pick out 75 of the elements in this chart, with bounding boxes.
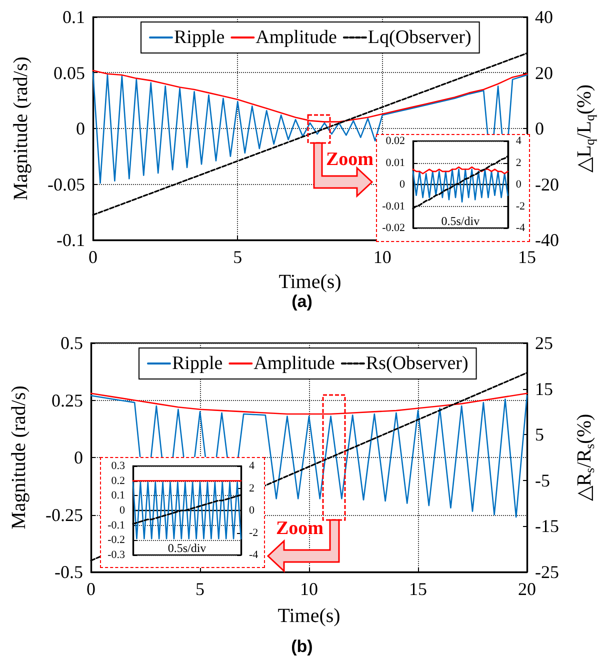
y-tick-label: -0.25: [46, 504, 83, 525]
y2-tick-label: -15: [535, 516, 559, 536]
y2-tick-label: -5: [535, 470, 550, 490]
y2-tick-label: -40: [535, 230, 559, 250]
x-tick-label: 15: [409, 579, 427, 599]
y-tick-label: -0.05: [48, 174, 85, 194]
y2-axis-title: △Lq/Lq(%): [574, 84, 597, 172]
y-tick-label: 0.1: [62, 7, 85, 27]
text: (a): [292, 292, 312, 312]
y2-tick-label: -4: [249, 549, 259, 561]
inset-frame: 0.5s/div -0.3 -0.2 -0.1 0 0.1 0.2 0.3 -4 -2 0 2 4: [100, 457, 265, 568]
x-axis-title: Time(s): [278, 271, 342, 293]
y2-tick-label: 0: [249, 504, 255, 516]
y2-tick-label: -2: [249, 526, 258, 539]
y-tick-label: -0.01: [382, 200, 405, 212]
line-series: [412, 168, 508, 203]
legend-label: Amplitude: [254, 353, 335, 374]
x-tick-label: 20: [518, 579, 536, 599]
line-series: [90, 392, 528, 415]
y2-axis-title: △Rs/Rs(%): [574, 414, 597, 502]
y2-tick-label: 20: [535, 62, 553, 83]
y2-tick-label: -25: [535, 562, 559, 582]
x-axis-title: 0.5s/div: [168, 541, 206, 555]
y-tick-label: -0.1: [56, 230, 85, 250]
y2-tick-label: 2: [249, 482, 254, 494]
line-series: [92, 70, 528, 122]
x-tick-label: 0: [88, 247, 98, 267]
y-tick-label: 0.2: [111, 474, 125, 487]
annotation: Zoom: [326, 149, 374, 171]
y2-tick-label: 2: [516, 156, 522, 169]
y-tick-label: 0.05: [54, 62, 85, 83]
y2-tick-label: 0: [535, 118, 544, 138]
legend-label: Ripple: [172, 353, 223, 374]
text: (b): [291, 637, 313, 657]
y2-tick-label: 40: [535, 7, 553, 27]
y-tick-label: -0.1: [108, 519, 125, 532]
y2-tick-label: -20: [535, 174, 559, 194]
y-tick-label: 0.1: [111, 490, 125, 502]
inset-frame: 0.5s/div -0.02 -0.01 0 0.01 0.02 -4 -2 0 2 4: [376, 134, 530, 242]
y-tick-label: -0.5: [54, 562, 83, 582]
x-tick-label: 10: [373, 247, 392, 267]
legend-label: Lq(Observer): [368, 27, 472, 48]
legend-label: Ripple: [174, 27, 225, 48]
y2-tick-label: 4: [516, 135, 522, 147]
y-axis-title: Magnitude (rad/s): [10, 56, 32, 200]
y-tick-label: 0: [74, 448, 83, 468]
y2-tick-label: 4: [249, 460, 255, 472]
y-tick-label: 0: [76, 118, 85, 138]
y-tick-label: 0: [120, 504, 126, 516]
legend-label: Amplitude: [256, 27, 337, 48]
y-tick-label: 0.01: [386, 156, 405, 169]
y2-tick-label: 25: [535, 333, 553, 353]
y-tick-label: 0.3: [111, 460, 126, 472]
y-tick-label: -0.2: [108, 534, 125, 546]
y-tick-label: 0: [400, 178, 406, 190]
y-tick-label: 0.5: [60, 333, 83, 353]
y2-tick-label: 15: [535, 378, 553, 399]
y2-tick-label: -2: [516, 200, 526, 212]
y-tick-label: 0.25: [52, 390, 83, 410]
legend-label: Rs(Observer): [366, 353, 468, 374]
x-tick-label: 5: [233, 247, 242, 267]
y2-tick-label: -4: [516, 222, 526, 234]
y2-tick-label: 0: [516, 178, 522, 190]
x-tick-label: 5: [196, 579, 204, 599]
line-series: [412, 166, 508, 174]
y-tick-label: -0.3: [108, 549, 126, 561]
y-tick-label: -0.02: [382, 222, 405, 234]
x-tick-label: 10: [300, 579, 318, 599]
x-axis-title: 0.5s/div: [441, 214, 480, 228]
y-axis-title: Magnitude (rad/s): [8, 386, 30, 530]
y-tick-label: 0.02: [386, 135, 405, 147]
y2-tick-label: 5: [535, 424, 544, 445]
x-axis-title: Time(s): [278, 605, 340, 627]
x-tick-label: 15: [518, 247, 536, 267]
annotation: Zoom: [276, 518, 324, 540]
